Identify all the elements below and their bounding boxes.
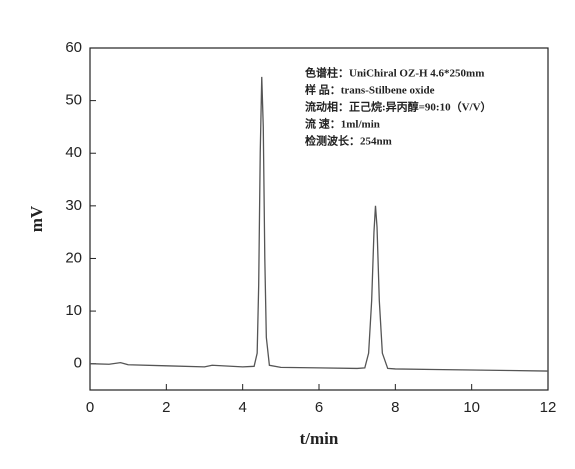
annotation: 检测波长：254nm [305,134,392,148]
x-tick-label: 2 [162,399,170,416]
y-tick-label: 10 [65,302,82,319]
y-tick-label: 30 [65,197,82,214]
annotation: 流 速：1ml/min [305,117,380,131]
y-tick-label: 20 [65,249,82,266]
y-tick-label: 0 [74,355,82,372]
x-tick-label: 8 [391,399,399,416]
chromatogram-line [89,76,549,372]
x-tick-label: 6 [315,399,323,416]
annotation: 样 品：trans-Stilbene oxide [305,83,435,97]
annotation: 流动相：正己烷:异丙醇=90:10（V/V） [305,100,492,114]
y-tick-label: 60 [65,39,82,56]
plot-frame [89,47,549,391]
y-tick-label: 50 [65,92,82,109]
x-tick-label: 12 [540,399,557,416]
y-tick-label: 40 [65,144,82,161]
y-axis-label: mV [27,205,46,232]
x-tick-label: 0 [86,399,94,416]
annotation: 色谱柱：UniChiral OZ-H 4.6*250mm [305,66,484,80]
x-tick-label: 10 [463,399,480,416]
x-axis-label: t/min [300,429,339,448]
x-tick-label: 4 [238,399,246,416]
